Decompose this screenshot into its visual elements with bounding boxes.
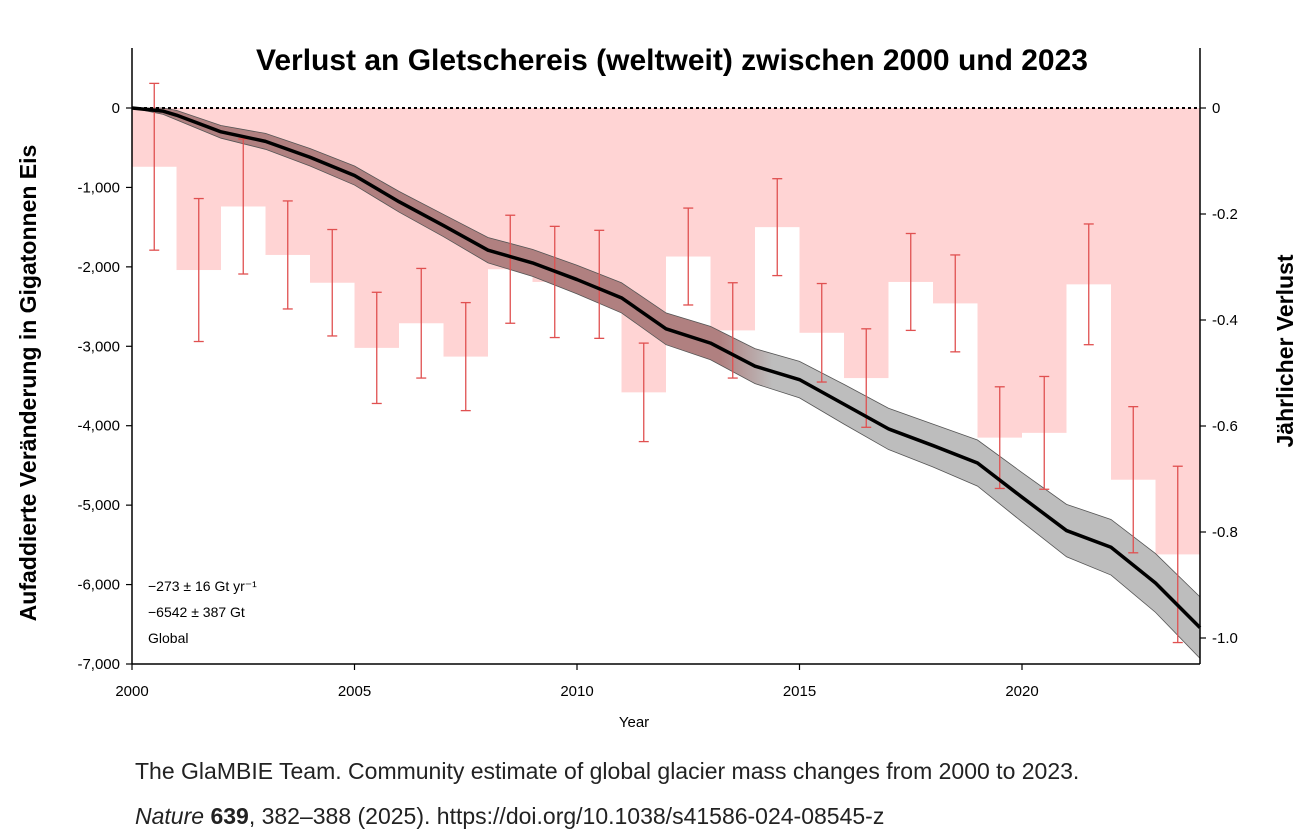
x-tick-label: 2020 [1005, 683, 1038, 700]
citation-rest[interactable]: , 382–388 (2025). https://doi.org/10.103… [248, 803, 885, 829]
y-axis-right-label: Jährlicher Verlust [1272, 254, 1298, 447]
citation-line-1: The GlaMBIE Team. Community estimate of … [135, 758, 1080, 784]
error-bar [1083, 223, 1094, 346]
chart-title: Verlust an Gletschereis (weltweit) zwisc… [256, 44, 1088, 77]
citation-volume: 639 [210, 803, 249, 829]
y-right-tick-label: -1.0 [1212, 630, 1238, 647]
error-bar [1172, 465, 1183, 644]
error-bar [950, 254, 961, 353]
error-bar [282, 200, 293, 310]
error-bar [905, 232, 916, 332]
error-bar [460, 301, 471, 412]
error-bar [772, 178, 783, 277]
y-left-tick-label: -2,000 [77, 259, 120, 276]
annual-bar [977, 108, 1022, 438]
error-bar [327, 228, 338, 337]
error-bar [1128, 406, 1139, 554]
citation-line-2: Nature 639, 382–388 (2025). https://doi.… [135, 803, 884, 830]
x-tick-label: 2005 [338, 683, 371, 700]
error-bars [149, 82, 1183, 644]
citation-journal: Nature [135, 803, 205, 829]
y-left-tick-label: -4,000 [77, 418, 120, 435]
annotation-rate: −273 ± 16 Gt yr⁻¹ [148, 578, 257, 594]
y-right-tick-label: -0.4 [1212, 312, 1238, 329]
x-tick-label: 2015 [783, 683, 816, 700]
y-left-tick-label: 0 [112, 100, 120, 117]
error-bar [861, 328, 872, 428]
annotation-total: −6542 ± 387 Gt [148, 604, 245, 620]
y-axis-left-label: Aufaddierte Veränderung in Gigatonnen Ei… [15, 145, 41, 622]
y-left-tick-label: -7,000 [77, 656, 120, 673]
error-bar [371, 291, 382, 405]
error-bar [1039, 375, 1050, 490]
y-left-tick-label: -3,000 [77, 338, 120, 355]
cumulative-line [131, 106, 1202, 629]
error-bar [638, 342, 649, 443]
error-bar [816, 282, 827, 383]
annotation-region: Global [148, 630, 188, 646]
error-bar [549, 225, 560, 339]
y-left-tick-label: -1,000 [77, 179, 120, 196]
error-bar [416, 267, 427, 379]
y-right-tick-label: -0.6 [1212, 418, 1238, 435]
x-tick-label: 2000 [115, 683, 148, 700]
y-left-tick-label: -5,000 [77, 497, 120, 514]
x-tick-label: 2010 [560, 683, 593, 700]
error-bar [994, 386, 1005, 490]
error-bar [683, 207, 694, 306]
error-bar [505, 214, 516, 324]
error-bar [727, 282, 738, 379]
error-bar [594, 229, 605, 339]
error-bar [193, 197, 204, 343]
y-left-tick-label: -6,000 [77, 577, 120, 594]
y-right-tick-label: -0.8 [1212, 524, 1238, 541]
chart: 2000 2005 2010 2015 2020 0 -1,000 -2,000 -3,000 -… [15, 44, 1298, 731]
axis-ticks: 2000 2005 2010 2015 2020 0 -1,000 -2,000 -3,000 -… [77, 100, 1237, 700]
y-right-tick-label: 0 [1212, 100, 1220, 117]
x-axis-label: Year [619, 714, 649, 731]
y-right-tick-label: -0.2 [1212, 206, 1238, 223]
cumulative-series [131, 106, 1202, 629]
